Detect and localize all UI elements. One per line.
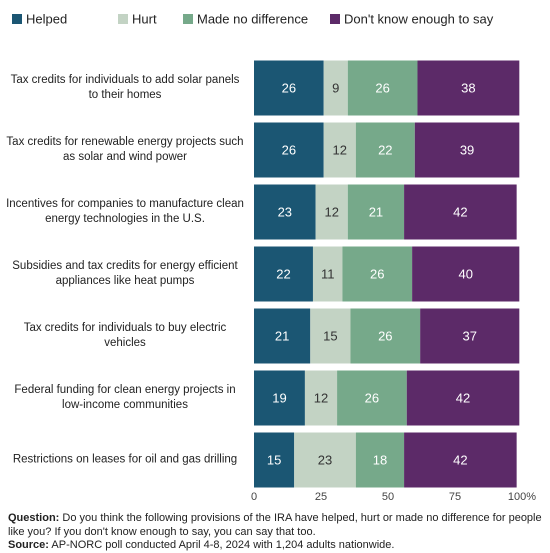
question: Question: Do you think the following pro…: [8, 512, 544, 539]
legend-label: Don't know enough to say: [344, 11, 494, 26]
bar-segment: [304, 370, 338, 426]
data-label: 15: [323, 328, 337, 343]
bar-segment: [323, 122, 356, 178]
data-label: 37: [463, 328, 477, 343]
bar-segment: [417, 60, 520, 116]
data-label: 26: [378, 328, 392, 343]
data-label: 26: [282, 142, 296, 157]
legend-label: Made no difference: [197, 11, 308, 26]
data-label: 19: [272, 390, 286, 405]
data-label: 22: [276, 266, 290, 281]
data-label: 42: [453, 452, 467, 467]
data-label: 26: [370, 266, 384, 281]
bar-segment: [412, 246, 520, 302]
data-label: 38: [461, 80, 475, 95]
data-label: 22: [378, 142, 392, 157]
bar-segment: [414, 122, 520, 178]
category-label: Tax credits for individuals to buy elect…: [23, 322, 227, 349]
category-label: Tax credits for renewable energy project…: [6, 136, 244, 163]
data-label: 42: [456, 390, 470, 405]
data-label: 42: [453, 204, 467, 219]
data-label: 23: [278, 204, 292, 219]
bar-segment: [294, 432, 356, 488]
data-label: 9: [332, 80, 339, 95]
x-tick-label: 100%: [508, 491, 536, 503]
bar-segment: [254, 60, 324, 116]
data-label: 21: [369, 204, 383, 219]
legend-label: Hurt: [132, 11, 157, 26]
legend-swatch: [183, 14, 193, 24]
legend-swatch: [118, 14, 128, 24]
category-label: Tax credits for individuals to add solar…: [10, 74, 240, 101]
legend-label: Helped: [26, 11, 67, 26]
chart: Helped Hurt Made no difference Don't know e…: [12, 11, 536, 503]
data-label: 12: [333, 142, 347, 157]
legend-swatch: [330, 14, 340, 24]
bar-segment: [404, 184, 517, 240]
bar-segment: [404, 432, 517, 488]
bar-segment: [312, 246, 343, 302]
bar-segment: [347, 184, 405, 240]
bar-segment: [406, 370, 520, 426]
data-label: 26: [282, 80, 296, 95]
question-label: Question:: [8, 512, 60, 524]
bar-segment: [355, 122, 415, 178]
bar-segment: [337, 370, 407, 426]
data-label: 12: [324, 204, 338, 219]
category-label: Federal funding for clean energy project…: [14, 384, 236, 411]
data-label: 26: [365, 390, 379, 405]
category-label: Subsidies and tax credits for energy eff…: [12, 260, 238, 287]
bar-segment: [254, 246, 313, 302]
category-label: Restrictions on leases for oil and gas d…: [12, 453, 238, 466]
bar-segment: [254, 308, 311, 364]
source: Source: AP-NORC poll conducted April 4-8…: [8, 539, 544, 553]
x-tick-label: 25: [315, 491, 327, 503]
x-tick-label: 50: [382, 491, 394, 503]
x-tick-label: 0: [251, 491, 257, 503]
data-label: 26: [375, 80, 389, 95]
question-text: Do you think the following provisions of…: [8, 512, 542, 538]
data-label: 18: [373, 452, 387, 467]
bar-segment: [323, 60, 348, 116]
data-label: 39: [460, 142, 474, 157]
bar-segment: [254, 184, 316, 240]
data-label: 15: [267, 452, 281, 467]
bar-segment: [254, 122, 324, 178]
data-label: 12: [314, 390, 328, 405]
bar-segment: [310, 308, 351, 364]
notes: Question: Do you think the following pro…: [8, 512, 544, 553]
bar-segment: [342, 246, 413, 302]
category-label: Incentives for companies to manufacture …: [6, 198, 244, 225]
bar-segment: [420, 308, 520, 364]
bar-segment: [347, 60, 418, 116]
bar-segment: [315, 184, 348, 240]
bar-segment: [350, 308, 421, 364]
source-text: AP-NORC poll conducted April 4-8, 2024 w…: [51, 539, 395, 551]
bar-segment: [355, 432, 405, 488]
bar-segment: [254, 370, 305, 426]
x-tick-label: 75: [449, 491, 461, 503]
data-label: 11: [321, 266, 335, 281]
data-label: 21: [275, 328, 289, 343]
bar-segment: [254, 432, 295, 488]
data-label: 40: [458, 266, 472, 281]
data-label: 23: [318, 452, 332, 467]
legend-swatch: [12, 14, 22, 24]
source-label: Source:: [8, 539, 49, 551]
